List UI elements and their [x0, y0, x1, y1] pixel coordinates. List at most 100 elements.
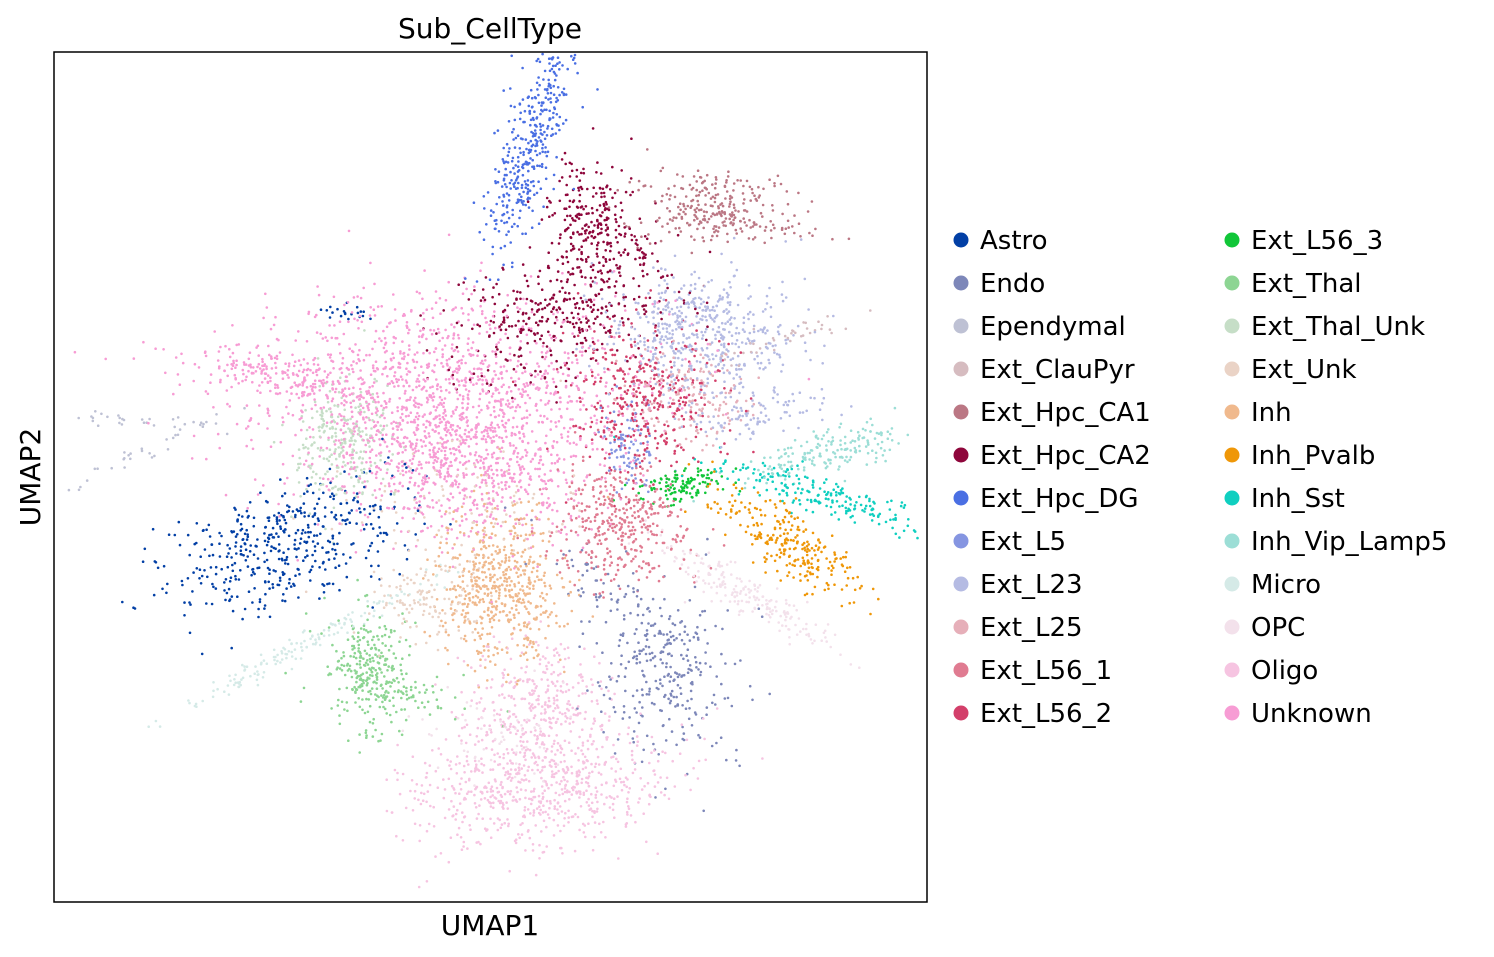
- point-ext-unk: [424, 548, 428, 551]
- point-ext-hpc-ca2: [442, 309, 446, 312]
- point-ext-hpc-ca1: [773, 184, 776, 188]
- point-opc: [751, 610, 754, 613]
- point-endo: [659, 651, 662, 654]
- point-unknown: [545, 380, 548, 384]
- point-unknown: [538, 447, 542, 450]
- point-unknown: [593, 431, 596, 435]
- point-endo: [757, 607, 761, 610]
- point-unknown: [517, 463, 521, 467]
- point-unknown: [422, 378, 426, 381]
- point-unknown: [385, 405, 388, 409]
- point-inh: [487, 655, 490, 658]
- point-oligo: [573, 849, 577, 853]
- point-oligo: [507, 824, 510, 828]
- point-unknown: [445, 430, 449, 434]
- point-ext-hpc-dg: [532, 180, 535, 183]
- point-ext-hpc-dg: [551, 64, 555, 68]
- point-unknown: [598, 463, 602, 466]
- point-ext-unk: [512, 549, 516, 552]
- point-ext-hpc-dg: [524, 160, 528, 164]
- point-unknown: [440, 449, 443, 453]
- point-ext-hpc-dg: [537, 101, 541, 105]
- point-astro: [225, 555, 229, 558]
- point-ext-claupyr: [830, 331, 833, 335]
- point-endo: [579, 594, 582, 598]
- point-unknown: [324, 336, 328, 339]
- point-opc: [488, 727, 491, 731]
- point-astro: [307, 514, 311, 518]
- point-inh: [502, 570, 505, 574]
- point-ext-hpc-ca2: [484, 276, 488, 279]
- point-ext-l23: [671, 313, 675, 316]
- point-ext-l23: [735, 339, 739, 342]
- point-oligo: [509, 657, 513, 661]
- point-unknown: [669, 396, 672, 400]
- point-unknown: [212, 406, 215, 409]
- point-oligo: [476, 726, 480, 730]
- point-ext-l56-1: [632, 532, 636, 536]
- point-unknown: [487, 474, 491, 478]
- point-inh: [524, 651, 528, 654]
- point-opc: [829, 645, 832, 649]
- point-ext-l23: [651, 357, 655, 361]
- point-ext-l56-3: [687, 479, 690, 483]
- point-unknown: [544, 369, 547, 373]
- point-ext-hpc-ca1: [673, 184, 676, 188]
- point-ext-hpc-ca2: [594, 359, 598, 362]
- point-unknown: [432, 451, 436, 454]
- point-unknown: [265, 306, 269, 309]
- point-astro: [210, 543, 214, 546]
- point-ext-hpc-ca2: [554, 385, 558, 389]
- point-ext-hpc-dg: [507, 230, 510, 233]
- point-inh: [535, 503, 539, 506]
- point-ext-thal: [368, 704, 372, 708]
- point-inh: [540, 578, 543, 581]
- point-unknown: [341, 465, 344, 469]
- point-unknown: [597, 373, 600, 377]
- point-ext-unk: [471, 587, 474, 591]
- point-oligo: [612, 797, 616, 800]
- point-astro: [322, 491, 325, 495]
- point-ext-l23: [768, 286, 771, 290]
- point-astro: [263, 539, 267, 543]
- point-unknown: [296, 559, 300, 562]
- point-inh-vip-lamp5: [787, 460, 790, 464]
- point-ext-thal: [392, 678, 395, 682]
- point-astro: [281, 599, 284, 602]
- point-unknown: [601, 346, 604, 350]
- point-oligo: [561, 691, 565, 694]
- point-inh-pvalb: [796, 516, 799, 519]
- point-unknown: [531, 526, 534, 530]
- point-ext-hpc-dg: [516, 155, 520, 159]
- point-oligo: [390, 811, 394, 814]
- point-unknown: [507, 485, 511, 489]
- point-ext-l23: [666, 382, 669, 385]
- point-inh-vip-lamp5: [881, 454, 885, 457]
- point-opc: [775, 587, 779, 590]
- point-ext-hpc-ca2: [631, 190, 634, 194]
- point-unknown: [527, 472, 530, 475]
- point-inh-sst: [801, 488, 804, 491]
- point-micro: [373, 609, 376, 612]
- point-opc: [753, 607, 757, 611]
- point-ext-l56-1: [668, 513, 672, 517]
- point-ext-thal-unk: [363, 329, 366, 332]
- point-ext-hpc-ca2: [560, 158, 564, 161]
- point-endo: [721, 627, 724, 631]
- point-ext-thal: [377, 695, 380, 699]
- point-astro: [226, 543, 229, 547]
- point-ext-hpc-ca2: [589, 305, 592, 309]
- point-ext-hpc-dg: [521, 173, 525, 177]
- point-ext-l23: [588, 344, 592, 348]
- point-unknown: [241, 379, 244, 383]
- point-inh-sst: [902, 506, 906, 510]
- chart-title: Sub_CellType: [398, 12, 582, 45]
- point-ext-l56-3: [699, 469, 703, 472]
- point-inh: [505, 584, 509, 587]
- point-endo: [699, 673, 702, 677]
- point-inh: [542, 574, 546, 577]
- point-ext-l56-2: [647, 432, 651, 435]
- point-endo: [720, 652, 723, 656]
- point-unknown: [581, 397, 584, 401]
- point-astro: [344, 562, 348, 565]
